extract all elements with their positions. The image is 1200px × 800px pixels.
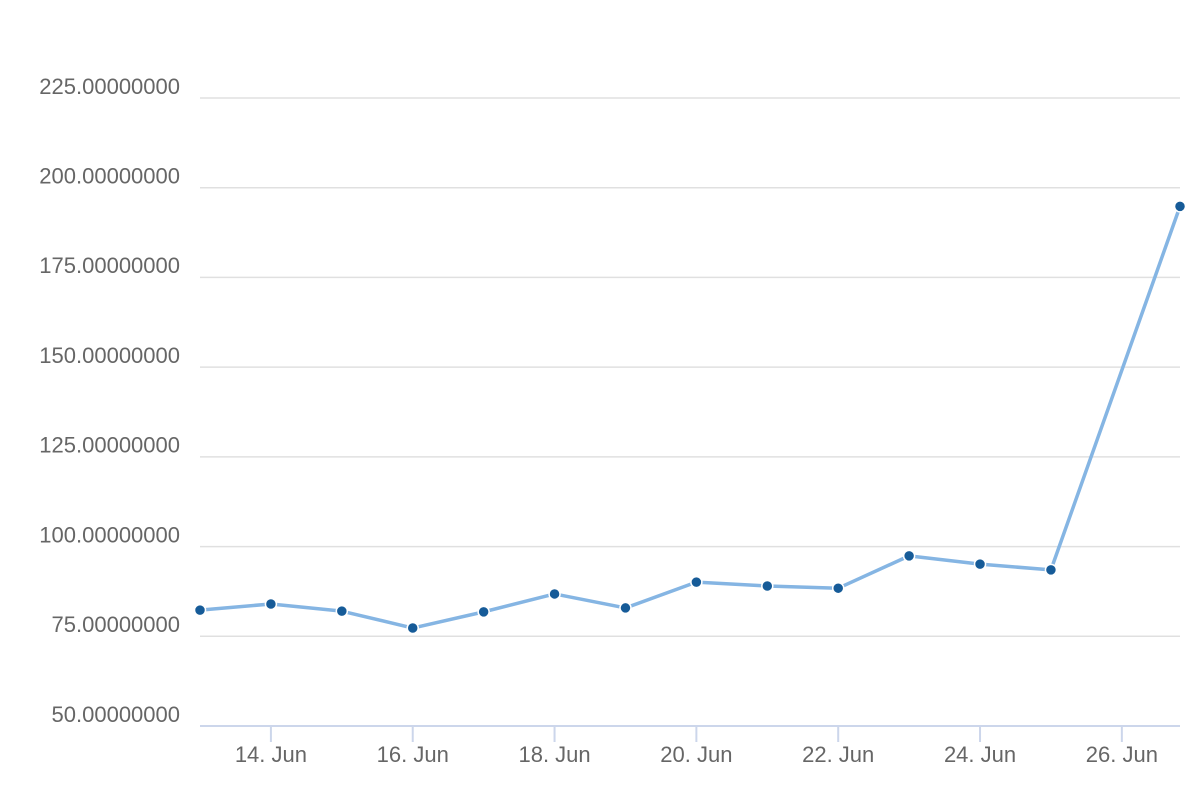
y-tick-label: 200.00000000 bbox=[39, 164, 180, 189]
series-line bbox=[199, 205, 1182, 630]
data-point bbox=[902, 549, 916, 563]
x-tick-label: 26. Jun bbox=[1086, 742, 1158, 767]
data-point bbox=[1044, 563, 1058, 577]
data-point bbox=[335, 604, 349, 618]
x-tick-label: 18. Jun bbox=[518, 742, 590, 767]
data-point bbox=[193, 603, 207, 617]
y-tick-label: 50.00000000 bbox=[52, 702, 180, 727]
data-point bbox=[619, 601, 632, 615]
data-point bbox=[973, 557, 987, 571]
data-point bbox=[477, 605, 490, 619]
data-point bbox=[406, 621, 419, 635]
data-point bbox=[264, 597, 278, 611]
data-point bbox=[548, 587, 561, 601]
y-tick-label: 100.00000000 bbox=[39, 522, 180, 547]
x-tick-label: 14. Jun bbox=[235, 742, 307, 767]
data-point bbox=[831, 581, 845, 595]
y-tick-label: 225.00000000 bbox=[39, 74, 180, 99]
y-tick-label: 125.00000000 bbox=[39, 433, 180, 458]
y-tick-label: 75.00000000 bbox=[52, 612, 180, 637]
y-tick-label: 175.00000000 bbox=[39, 253, 180, 278]
data-point bbox=[690, 575, 703, 589]
x-tick-label: 20. Jun bbox=[660, 742, 732, 767]
data-point bbox=[761, 579, 774, 593]
data-point bbox=[1173, 200, 1187, 213]
x-tick-label: 22. Jun bbox=[802, 742, 874, 767]
y-tick-label: 150.00000000 bbox=[39, 343, 180, 368]
x-tick-label: 24. Jun bbox=[944, 742, 1016, 767]
x-tick-label: 16. Jun bbox=[377, 742, 449, 767]
